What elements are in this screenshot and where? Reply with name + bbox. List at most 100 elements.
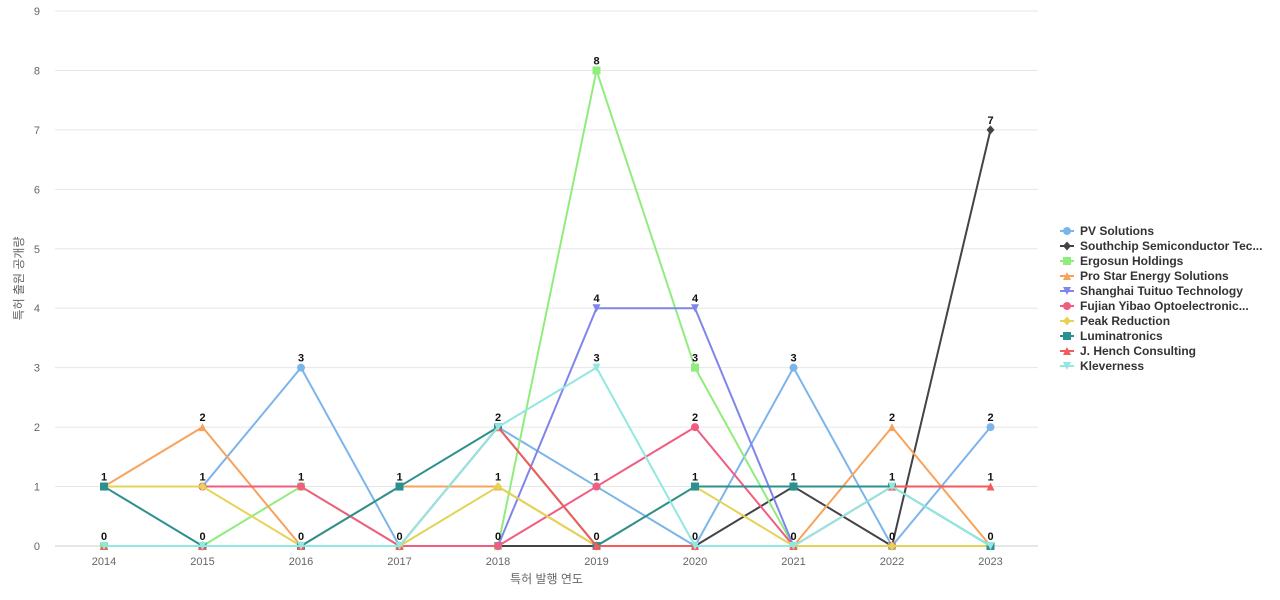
y-tick-label: 5 (34, 244, 40, 256)
data-point (691, 363, 699, 372)
series-6 (100, 482, 995, 551)
x-tick-label: 2014 (92, 556, 116, 568)
data-label: 1 (987, 472, 993, 484)
data-point (986, 125, 995, 135)
x-tick-label: 2021 (781, 556, 805, 568)
legend-marker (1063, 347, 1071, 355)
data-label: 0 (495, 531, 501, 543)
data-point (494, 482, 502, 492)
legend-marker (1063, 287, 1071, 295)
data-label: 0 (101, 531, 107, 543)
legend-item[interactable]: PV Solutions (1060, 224, 1154, 238)
data-point (198, 482, 207, 492)
data-point (494, 423, 502, 432)
legend-item[interactable]: Pro Star Energy Solutions (1060, 269, 1229, 283)
data-point (691, 482, 699, 491)
data-point (100, 482, 108, 491)
data-label: 3 (790, 353, 796, 365)
legend-marker (1063, 316, 1071, 326)
data-point (297, 542, 305, 550)
data-point (986, 482, 995, 491)
legend-item[interactable]: Luminatronics (1060, 329, 1163, 343)
data-label: 1 (298, 472, 304, 484)
data-point (986, 542, 995, 550)
data-label: 1 (396, 472, 402, 484)
legend-label: Fujian Yibao Optoelectronic... (1080, 299, 1249, 313)
data-point (888, 482, 896, 491)
series-lines (100, 66, 995, 551)
x-tick-label: 2016 (289, 556, 313, 568)
x-tick-label: 2019 (584, 556, 608, 568)
legend-item[interactable]: Peak Reduction (1060, 314, 1170, 328)
legend-marker (1063, 272, 1071, 280)
data-label: 2 (987, 412, 993, 424)
data-label: 2 (199, 412, 205, 424)
series-line (104, 366, 992, 547)
data-label: 0 (987, 531, 993, 543)
data-point (986, 423, 995, 432)
data-label: 8 (593, 55, 599, 67)
data-point (888, 541, 896, 551)
legend-label: Shanghai Tuituo Technology (1080, 284, 1243, 298)
data-label: 0 (889, 531, 895, 543)
x-tick-label: 2017 (387, 556, 411, 568)
grid-lines (55, 10, 1038, 547)
data-point (691, 423, 699, 432)
data-point (691, 542, 699, 550)
data-point (297, 482, 305, 491)
legend-item[interactable]: Southchip Semiconductor Tec... (1060, 239, 1262, 253)
y-tick-label: 9 (34, 6, 40, 18)
legend-label: Pro Star Energy Solutions (1080, 269, 1229, 283)
x-axis-title: 특허 발행 연도 (510, 571, 583, 586)
data-label: 1 (889, 472, 895, 484)
data-label: 1 (495, 472, 501, 484)
data-label: 1 (101, 472, 107, 484)
data-point (789, 482, 798, 491)
legend-label: J. Hench Consulting (1080, 344, 1196, 358)
x-tick-label: 2023 (978, 556, 1002, 568)
data-label: 0 (298, 531, 304, 543)
data-point (592, 482, 601, 491)
data-label: 1 (790, 472, 796, 484)
data-point (691, 304, 699, 313)
data-labels: 1 0 2 1 0 3 1 0 1 0 2 1 0 8 4 3 1 0 4 3 2 1 0 3 1 0 2 1 0 7 2 1 0 (101, 55, 994, 543)
data-label: 3 (298, 353, 304, 365)
data-point (297, 363, 305, 372)
legend-label: Ergosun Holdings (1080, 254, 1184, 268)
data-label: 3 (692, 353, 698, 365)
legend-item[interactable]: Fujian Yibao Optoelectronic... (1060, 299, 1249, 313)
legend-item[interactable]: Shanghai Tuituo Technology (1060, 284, 1243, 298)
data-label: 3 (593, 353, 599, 365)
data-label: 0 (199, 531, 205, 543)
legend-item[interactable]: Ergosun Holdings (1060, 254, 1184, 268)
data-label: 0 (790, 531, 796, 543)
data-point (592, 542, 601, 550)
data-point (592, 363, 601, 372)
data-label: 2 (495, 412, 501, 424)
legend-label: PV Solutions (1080, 224, 1154, 238)
y-tick-label: 1 (34, 482, 40, 494)
y-axis-title: 특허 출원 공개량 (12, 237, 26, 321)
legend-label: Peak Reduction (1080, 314, 1170, 328)
legend-item[interactable]: J. Hench Consulting (1060, 344, 1196, 358)
data-label: 0 (692, 531, 698, 543)
y-tick-label: 0 (34, 541, 40, 553)
legend-label: Kleverness (1080, 359, 1144, 373)
legend-marker (1063, 227, 1071, 235)
series-9 (100, 363, 995, 550)
y-tick-label: 4 (34, 303, 40, 315)
data-label: 1 (692, 472, 698, 484)
legend-marker (1063, 257, 1071, 265)
legend-item[interactable]: Kleverness (1060, 359, 1144, 373)
y-tick-label: 2 (34, 422, 40, 434)
data-point (100, 542, 108, 550)
legend-label: Southchip Semiconductor Tec... (1080, 239, 1262, 253)
data-point (592, 66, 601, 75)
data-point (494, 542, 502, 550)
y-tick-label: 6 (34, 184, 40, 196)
x-tick-label: 2018 (486, 556, 510, 568)
legend-label: Luminatronics (1080, 329, 1163, 343)
data-label: 0 (593, 531, 599, 543)
